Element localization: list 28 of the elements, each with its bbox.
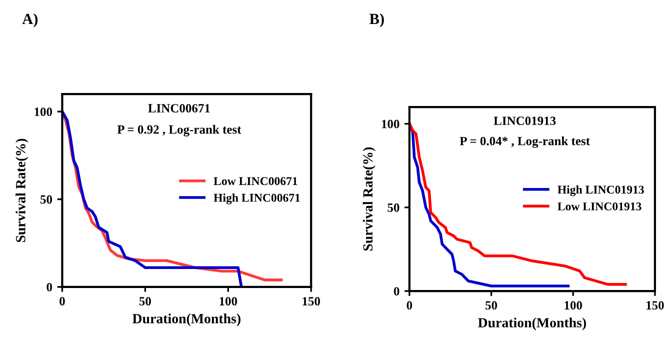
x-tick-label: 0 bbox=[406, 301, 412, 310]
y-tick-label: 0 bbox=[394, 287, 400, 296]
y-axis-title: Survival Rate(%) bbox=[362, 147, 376, 251]
y-tick-label: 50 bbox=[40, 195, 52, 204]
x-tick-label: 150 bbox=[646, 301, 664, 310]
y-tick-label: 100 bbox=[382, 120, 400, 128]
y-tick-label: 0 bbox=[46, 282, 52, 292]
text: LINC01913 bbox=[494, 116, 556, 126]
y-axis-title: Survival Rate(%) bbox=[16, 138, 28, 242]
legend-label: High LINC01913 bbox=[558, 185, 644, 196]
x-tick-label: 0 bbox=[60, 297, 65, 306]
x-tick-label: 100 bbox=[564, 301, 582, 310]
y-tick-label: 100 bbox=[34, 108, 52, 116]
text: A) bbox=[22, 13, 38, 28]
text: P = 0.04* , Log-rank test bbox=[460, 136, 590, 148]
legend-label: Low LINC00671 bbox=[214, 177, 298, 186]
x-tick-label: 50 bbox=[486, 301, 498, 310]
text: P = 0.92 , Log-rank test bbox=[117, 124, 242, 136]
x-tick-label: 100 bbox=[220, 297, 238, 306]
legend-label: High LINC00671 bbox=[214, 193, 300, 204]
x-tick-label: 50 bbox=[139, 297, 151, 306]
text: LINC00671 bbox=[148, 104, 210, 112]
x-tick-label: 150 bbox=[302, 297, 320, 306]
x-axis-title: Duration(Months) bbox=[132, 314, 240, 326]
x-axis-title: Duration(Months) bbox=[478, 318, 586, 330]
legend-label: Low LINC01913 bbox=[558, 202, 642, 210]
y-tick-label: 50 bbox=[388, 203, 400, 212]
text: B) bbox=[370, 13, 384, 28]
